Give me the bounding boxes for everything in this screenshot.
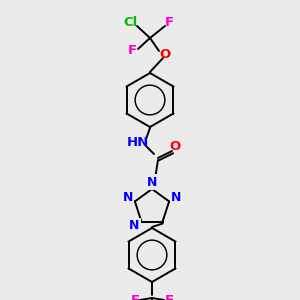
Text: O: O (169, 140, 181, 152)
Text: N: N (129, 219, 140, 232)
Text: HN: HN (127, 136, 149, 149)
Text: N: N (123, 191, 133, 204)
Text: F: F (164, 16, 174, 28)
Text: Cl: Cl (124, 16, 138, 28)
Text: O: O (159, 49, 171, 62)
Text: F: F (128, 44, 136, 58)
Text: F: F (130, 295, 140, 300)
Text: N: N (147, 176, 157, 188)
Text: F: F (164, 295, 174, 300)
Text: N: N (171, 191, 181, 204)
